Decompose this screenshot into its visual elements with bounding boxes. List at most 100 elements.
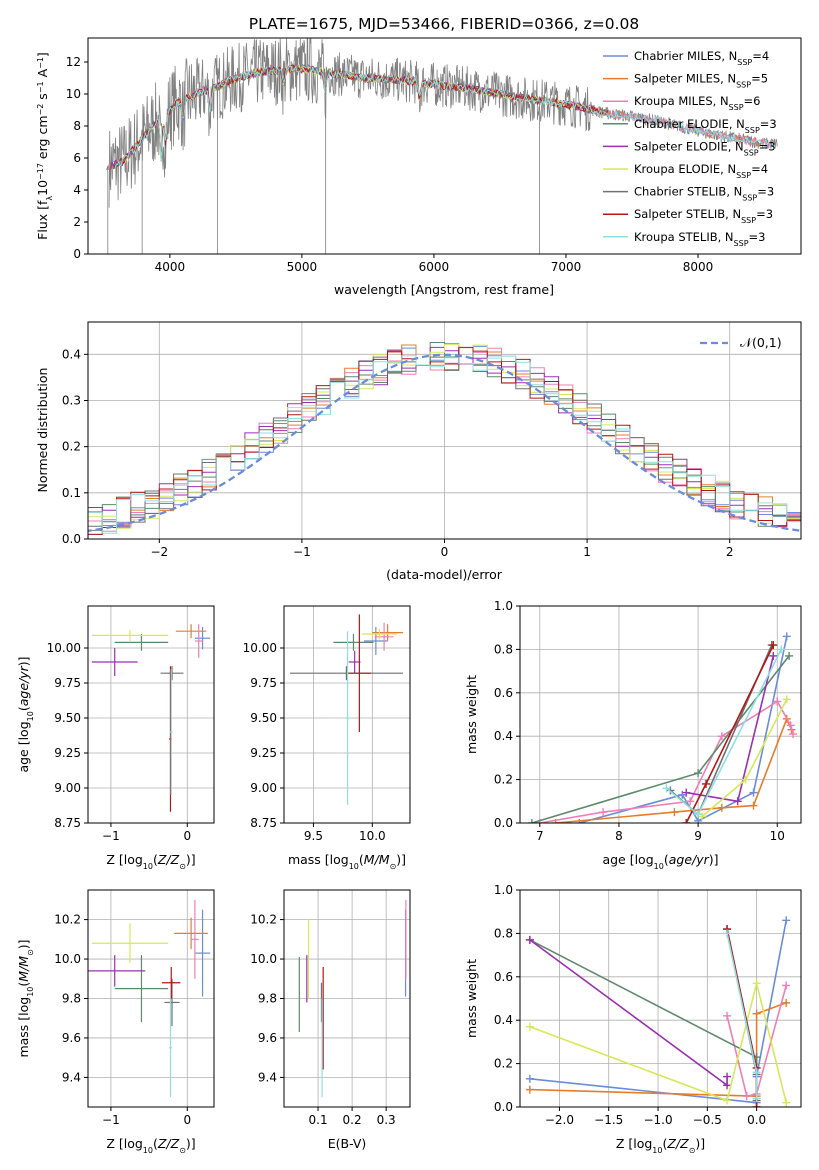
series-marker xyxy=(599,808,608,817)
grid xyxy=(284,890,410,1107)
y-tick-label: 0.2 xyxy=(494,773,513,787)
y-tick-label: 9.75 xyxy=(250,676,277,690)
series-line xyxy=(529,983,787,1103)
series-marker xyxy=(525,1022,534,1031)
legend-item: Salpeter ELODIE, NSSP=3 xyxy=(603,139,776,157)
series-marker xyxy=(717,732,726,741)
series-salpeter-elodie xyxy=(682,651,778,806)
series-line xyxy=(555,716,793,823)
series-kroupa-stelib xyxy=(662,645,786,819)
legend-label: 𝒩(0,1) xyxy=(740,335,782,350)
errorbar-point-chabrier-miles xyxy=(194,909,211,997)
y-axis-label: mass weight xyxy=(464,675,479,754)
x-axis-label: Z [log10(Z/Z⊙)] xyxy=(106,1136,195,1155)
series-marker xyxy=(723,929,732,938)
y-tick-label: 0 xyxy=(73,247,81,261)
series-marker xyxy=(777,645,786,654)
series-marker xyxy=(717,803,726,812)
legend-label: Kroupa MILES, NSSP=6 xyxy=(634,94,760,112)
errorbar-point-kroupa-miles xyxy=(191,899,199,979)
x-tick-label: 9 xyxy=(694,829,702,843)
x-tick-label: 0 xyxy=(183,1113,191,1127)
x-tick-label: −1 xyxy=(102,829,120,843)
y-tick-label: 6 xyxy=(73,151,81,165)
series-marker xyxy=(682,819,691,823)
y-tick-label: 8 xyxy=(73,119,81,133)
series-marker xyxy=(702,779,711,788)
y-tick-label: 10.0 xyxy=(54,952,81,966)
legend-item: Kroupa MILES, NSSP=6 xyxy=(603,94,760,112)
axes-frame xyxy=(87,37,802,255)
series-marker xyxy=(752,979,761,988)
legend-label: Salpeter STELIB, NSSP=3 xyxy=(634,207,773,225)
errorbar-point-salpeter-stelib xyxy=(347,614,372,732)
y-tick-label: 9.4 xyxy=(258,1070,277,1084)
legend-label: Kroupa STELIB, NSSP=3 xyxy=(634,230,765,248)
series-marker xyxy=(752,1094,761,1103)
y-tick-label: 10.00 xyxy=(47,641,81,655)
axes-frame xyxy=(519,889,802,1108)
y-tick-label: 0.4 xyxy=(62,347,81,361)
x-axis-label: wavelength [Angstrom, rest frame] xyxy=(334,282,554,297)
errorbar-point-chabrier-miles xyxy=(194,627,211,650)
y-tick-label: 12 xyxy=(66,55,81,69)
mass-vs-ebv-panel: 0.1 0.2 0.3 9.4 9.6 9.8 10.0 10.2 E(B-V) xyxy=(250,889,411,1151)
errorbar-point-kroupa-stelib xyxy=(168,998,172,1098)
series-marker xyxy=(694,769,703,778)
model-salpeter-elodie-line xyxy=(110,64,608,170)
y-tick-label: 0.2 xyxy=(62,440,81,454)
series-marker xyxy=(662,784,671,793)
y-tick-label: 1.0 xyxy=(494,883,513,897)
y-tick-label: 10.2 xyxy=(54,913,81,927)
y-tick-label: 9.8 xyxy=(258,992,277,1006)
x-tick-label: 5000 xyxy=(287,260,318,274)
legend-label: Kroupa ELODIE, NSSP=4 xyxy=(634,162,768,180)
y-tick-label: 4 xyxy=(73,183,81,197)
weight-vs-age-panel: 7 8 9 10 0.0 0.2 0.4 0.6 0.8 1.0 age [log10(age/yr… xyxy=(464,599,802,871)
x-tick-label: −0.5 xyxy=(693,1113,722,1127)
legend-item: Chabrier STELIB, NSSP=3 xyxy=(603,185,774,202)
series-marker xyxy=(670,808,679,817)
y-axis-label: Normed distribution xyxy=(35,368,50,493)
y-tick-label: 0.8 xyxy=(494,642,513,656)
series-marker xyxy=(773,697,782,706)
legend-label: Chabrier ELODIE, NSSP=3 xyxy=(634,117,777,135)
errorbar-point-kroupa-stelib xyxy=(169,669,173,795)
y-tick-label: 0.8 xyxy=(494,926,513,940)
errorbar-point-salpeter-miles xyxy=(175,624,207,639)
x-axis-label: Z [log10(Z/Z⊙)] xyxy=(616,1136,705,1155)
series-marker xyxy=(749,801,758,810)
y-tick-label: 9.50 xyxy=(250,711,277,725)
series-marker xyxy=(742,1092,751,1101)
series-salpeter-stelib xyxy=(682,641,778,823)
series-line xyxy=(531,655,790,823)
errorbar-point-salpeter-miles xyxy=(372,624,403,641)
y-axis-label: mass weight xyxy=(464,959,479,1038)
y-axis-label: age [log10(age/yr)] xyxy=(16,656,35,772)
series-marker xyxy=(752,1009,761,1018)
errorbar-point-chabrier-elodie xyxy=(333,634,374,651)
y-tick-label: 0.6 xyxy=(494,686,513,700)
series-chabrier-miles xyxy=(575,632,791,823)
y-tick-label: 9.00 xyxy=(250,781,277,795)
y-tick-label: 9.8 xyxy=(62,992,81,1006)
legend-label: Salpeter MILES, NSSP=5 xyxy=(634,72,768,90)
x-axis-label: (data-model)/error xyxy=(386,567,503,582)
age-vs-z-panel: −1 0 8.75 9.00 9.25 9.50 9.75 10.00 Z [log10(Z/Z… xyxy=(16,605,215,871)
y-tick-label: 1.0 xyxy=(494,599,513,613)
y-tick-label: 0.2 xyxy=(494,1057,513,1071)
x-tick-label: 6000 xyxy=(419,260,450,274)
series-marker xyxy=(782,1098,791,1107)
y-tick-label: 9.4 xyxy=(62,1070,81,1084)
series-marker xyxy=(749,788,758,797)
x-tick-label: 8 xyxy=(615,829,623,843)
errorbar-point-kroupa-elodie xyxy=(361,628,398,640)
plot-area xyxy=(527,632,798,823)
y-tick-label: 8.75 xyxy=(250,816,277,830)
errorbar-point-chabrier-stelib xyxy=(164,978,180,1027)
series-marker xyxy=(785,651,794,660)
errorbar-point-salpeter-elodie xyxy=(348,650,361,674)
series-marker xyxy=(752,1068,761,1077)
series-marker xyxy=(723,1072,732,1081)
